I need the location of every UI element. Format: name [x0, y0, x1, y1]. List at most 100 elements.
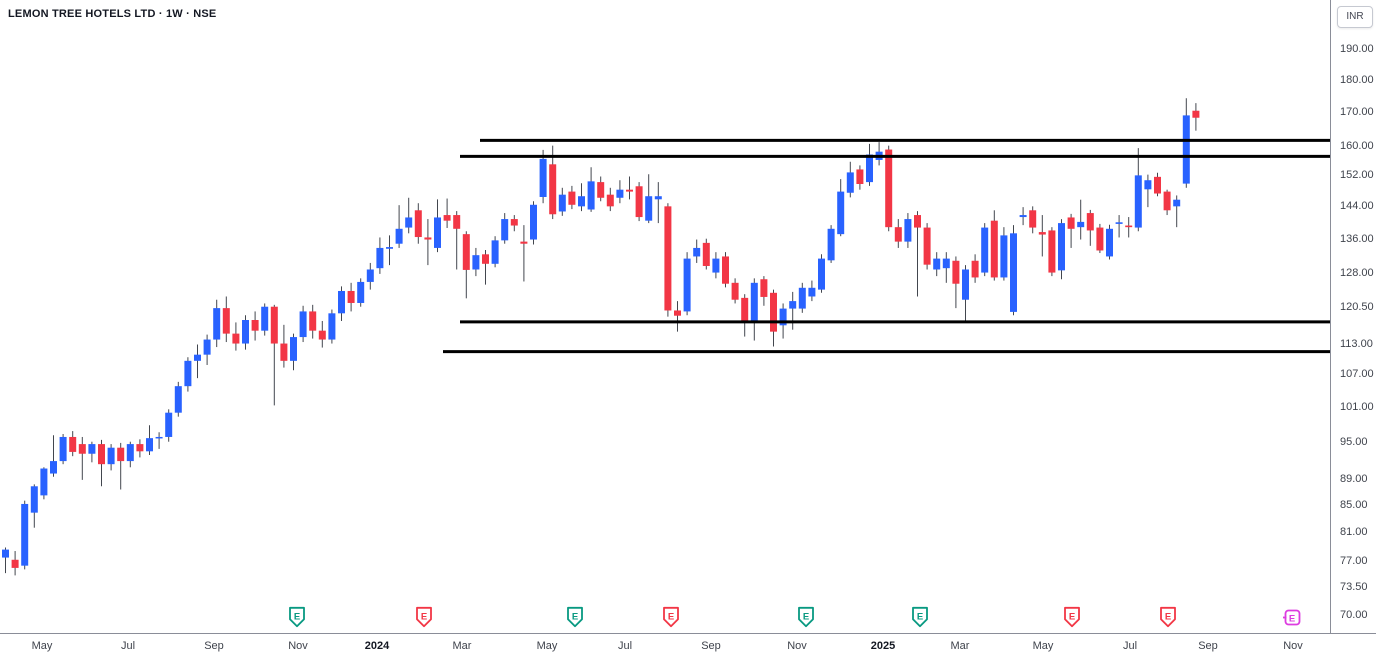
candle-up [1058, 223, 1065, 271]
candle-up [395, 228, 403, 244]
badge-outline [1160, 606, 1176, 628]
candle-down [606, 194, 614, 207]
time-axis[interactable]: May Jul Sep Nov 2024 Mar May Jul Sep Nov 2025 Mar Ma… [0, 633, 1376, 661]
candle-down [568, 191, 576, 205]
candle-up [386, 247, 393, 249]
candle-down [1192, 110, 1200, 118]
candle-up [750, 282, 758, 322]
candle-up [779, 308, 787, 326]
candle-down [1086, 213, 1094, 231]
badge-letter: E [1069, 612, 1075, 623]
candle-down [885, 149, 893, 228]
symbol-title[interactable]: LEMON TREE HOTELS LTD · 1W · NSE [8, 8, 217, 20]
candle-down [510, 219, 518, 226]
price-tick-label: 77.00 [1340, 554, 1368, 567]
chart-plot-area[interactable]: LEMON TREE HOTELS LTD · 1W · NSE E E E E E E E… [0, 0, 1330, 633]
candle-up [866, 154, 873, 183]
badge-outline [1064, 606, 1080, 628]
candle-up [21, 503, 29, 566]
candle-up [165, 412, 173, 437]
candle-up [789, 301, 797, 309]
candle-up [1134, 175, 1142, 228]
candle-down [770, 292, 777, 332]
price-tick-label: 73.50 [1340, 581, 1368, 594]
earnings-badge-glyph: E [798, 606, 814, 628]
candle-up [981, 227, 989, 273]
candle-down [424, 237, 432, 240]
earnings-icon[interactable]: E [415, 606, 433, 629]
candle-up [155, 436, 163, 439]
candle-down [78, 444, 86, 454]
candle-up [376, 247, 384, 269]
time-axis-month-label: Mar [452, 640, 472, 652]
time-axis-month-label: Nov [288, 640, 308, 652]
symbol-legend[interactable]: LEMON TREE HOTELS LTD · 1W · NSE [8, 8, 216, 20]
time-axis-month-label: Jul [1122, 640, 1138, 652]
badge-letter: E [294, 612, 300, 623]
upcoming-earnings-icon[interactable]: E [1283, 606, 1301, 629]
candle-up [1019, 215, 1027, 218]
candle-up [501, 219, 509, 241]
candle-up [1077, 221, 1085, 228]
badge-letter: E [1165, 612, 1171, 623]
candle-up [558, 194, 566, 212]
price-tick-label: 160.00 [1340, 140, 1374, 153]
currency-button[interactable]: INR [1337, 6, 1373, 28]
candle-up [962, 269, 969, 300]
candle-up [261, 306, 269, 331]
price-tick-label: 128.00 [1340, 266, 1374, 279]
earnings-badge-glyph: E [1064, 606, 1080, 628]
badge-letter: E [421, 612, 427, 623]
candle-down [1125, 225, 1133, 228]
candle-up [1106, 228, 1113, 257]
candlestick-chart[interactable] [0, 0, 1330, 633]
candle-down [635, 186, 643, 218]
earnings-icon[interactable]: E [566, 606, 584, 629]
candle-down [674, 310, 681, 316]
candle-down [952, 260, 960, 284]
badge-letter: E [917, 612, 923, 623]
time-axis-month-label: Sep [701, 640, 721, 652]
candle-down [1038, 232, 1046, 235]
earnings-icon[interactable]: E [911, 606, 929, 629]
candle-up [530, 204, 537, 240]
candle-down [760, 279, 768, 297]
earnings-icon[interactable]: E [1063, 606, 1081, 629]
candle-up [1115, 222, 1123, 224]
price-axis[interactable]: INR 190.00 180.00 170.00 160.00 152.00 144.00… [1330, 0, 1376, 633]
candle-up [491, 240, 499, 264]
candle-up [942, 258, 950, 269]
earnings-badge-glyph: E [1160, 606, 1176, 628]
candle-up [338, 290, 345, 314]
candle-down [1048, 230, 1056, 273]
candle-up [242, 320, 249, 344]
candle-down [11, 559, 19, 568]
candle-down [914, 215, 921, 228]
candle-up [808, 287, 816, 297]
candle-down [520, 241, 528, 244]
candle-up [1144, 180, 1152, 190]
price-tick-label: 144.00 [1340, 200, 1374, 213]
candle-down [741, 297, 749, 322]
candle-down [222, 308, 230, 334]
price-tick-label: 113.00 [1340, 337, 1373, 350]
earnings-icon[interactable]: E [1159, 606, 1177, 629]
candle-up [194, 354, 201, 361]
candle-up [539, 158, 547, 197]
candle-up [1010, 233, 1017, 312]
earnings-icon[interactable]: E [662, 606, 680, 629]
candle-up [1182, 115, 1190, 184]
candle-up [290, 337, 297, 361]
candle-up [2, 549, 9, 558]
earnings-icon[interactable]: E [288, 606, 306, 629]
candle-up [683, 258, 691, 312]
candle-down [1029, 210, 1037, 228]
candle-up [107, 447, 115, 465]
candle-down [722, 256, 729, 284]
time-axis-month-label: May [536, 640, 558, 652]
candle-down [98, 444, 105, 465]
time-axis-year-label: 2025 [870, 640, 896, 652]
price-tick-label: 81.00 [1340, 526, 1368, 539]
earnings-icon[interactable]: E [797, 606, 815, 629]
candle-up [933, 258, 941, 270]
